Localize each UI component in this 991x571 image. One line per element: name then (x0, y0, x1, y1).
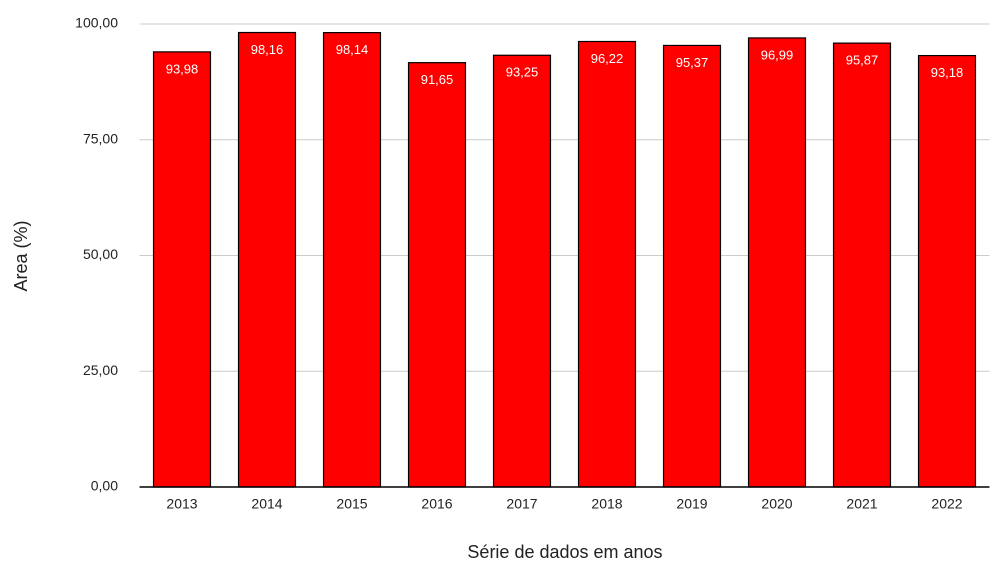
x-tick-label: 2015 (336, 496, 367, 512)
bar (917, 54, 977, 488)
data-label: 98,14 (336, 42, 369, 57)
x-tick-label: 2013 (166, 496, 197, 512)
y-tick-label: 50,00 (83, 246, 118, 262)
bar (152, 51, 212, 488)
x-tick-label: 2019 (676, 496, 707, 512)
data-label: 98,16 (251, 42, 284, 57)
x-tick-label: 2020 (761, 496, 792, 512)
bar (662, 44, 722, 488)
data-label: 96,22 (591, 51, 624, 66)
y-tick-label: 0,00 (91, 478, 118, 494)
x-tick-label: 2018 (591, 496, 622, 512)
bar (577, 40, 637, 488)
y-axis-label: Area (%) (11, 220, 31, 291)
y-tick-label: 75,00 (83, 130, 118, 146)
bar (492, 54, 552, 488)
data-label: 96,99 (761, 47, 794, 62)
data-label: 93,25 (506, 65, 539, 80)
data-label: 95,87 (846, 53, 879, 68)
bar (237, 31, 297, 488)
x-tick-label: 2022 (931, 496, 962, 512)
data-label: 93,98 (166, 61, 199, 76)
data-label: 91,65 (421, 72, 454, 87)
bar (832, 42, 892, 488)
bar (407, 62, 467, 488)
x-tick-label: 2014 (251, 496, 282, 512)
x-tick-label: 2016 (421, 496, 452, 512)
y-tick-label: 100,00 (75, 15, 118, 31)
x-tick-label: 2021 (846, 496, 877, 512)
data-label: 93,18 (931, 65, 964, 80)
data-label: 95,37 (676, 55, 709, 70)
x-tick-label: 2017 (506, 496, 537, 512)
x-axis-label: Série de dados em anos (467, 542, 662, 562)
bar (747, 37, 807, 488)
bar (322, 32, 382, 488)
y-tick-label: 25,00 (83, 362, 118, 378)
